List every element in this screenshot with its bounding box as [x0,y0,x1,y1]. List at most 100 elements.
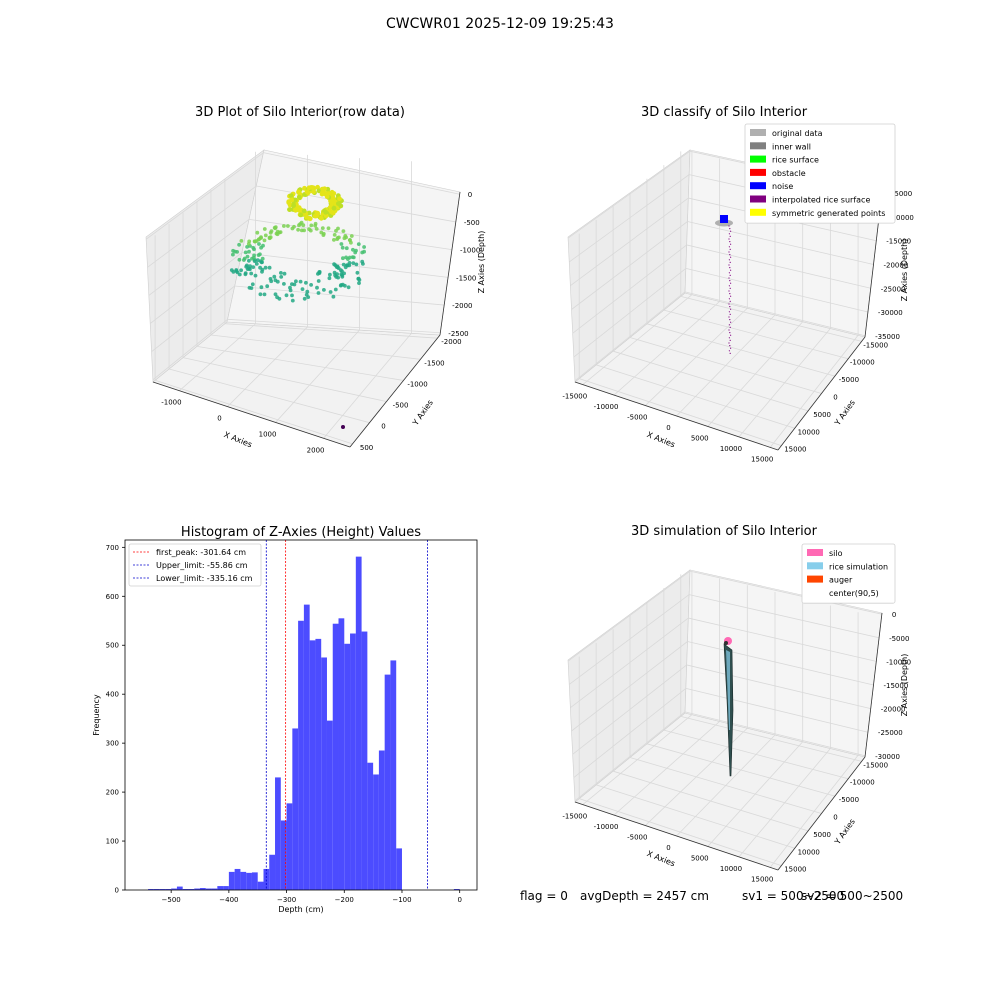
histogram-bar [246,872,252,890]
legend-swatch [750,155,766,163]
z-gridline [568,174,690,263]
interp-point [730,243,732,245]
y-axis-label: Y Axies [832,817,857,847]
interp-point [728,298,730,300]
rice-point [316,291,321,295]
rice-point [333,287,338,292]
rice-point [249,286,254,290]
rice-point [334,228,338,233]
z-gridline [684,711,866,757]
rice-point [251,265,256,269]
rice-simulation-face [726,650,730,730]
z-gridline [571,221,688,310]
x-tick-label: −400 [219,896,238,904]
rice-point [362,245,366,249]
x-tick-label: 0 [666,424,670,432]
rice-point [341,256,345,261]
z-tick-label: 0 [468,191,472,199]
chart-title: 3D simulation of Silo Interior [631,524,818,539]
x-tick-label: −300 [277,896,296,904]
rice-point [355,270,360,275]
interp-point [728,225,730,227]
histogram-bar [361,631,368,890]
rice-point [328,290,333,294]
simulation-legend [801,543,896,604]
rice-point [296,227,300,232]
right-back-pane [226,149,461,336]
rice-point [339,283,343,287]
z-gridline [567,150,691,239]
histogram-bar [217,886,224,890]
rice-point [326,226,331,231]
x-tick-label: 1000 [259,430,277,438]
rice-point [341,229,346,234]
rice-point [247,249,251,254]
y-tick-label: -5000 [839,376,859,384]
z-axis-label: Z Axies (Depth) [900,239,909,302]
rice-point [290,226,295,231]
histogram-bar [298,620,304,890]
rice-point [237,242,242,247]
chart-title: Histogram of Z-Axies (Height) Values [181,525,421,540]
rice-point [348,238,352,242]
rice-point [349,234,354,238]
histogram-bar [200,888,206,890]
histogram-bar [367,762,374,890]
y-gridline [663,309,849,360]
interp-point [729,248,731,250]
sv1-text: sv1 = 500~2500 [742,889,845,903]
rice-point [267,265,272,270]
rice-point [339,242,344,246]
legend-swatch [750,129,766,136]
rice-point [328,272,332,277]
z-gridline [234,285,445,306]
rice-point [300,287,305,291]
rice-point [288,288,293,293]
rice-point [252,239,257,244]
rice-point [354,262,359,267]
interp-point [728,337,730,339]
interp-point [730,256,732,258]
outlier-point [341,425,345,429]
histogram-bar [188,889,195,890]
rice-point [350,255,355,259]
x-gridline [227,326,308,407]
rice-point [274,231,279,236]
x-tick-label: 10000 [720,445,742,453]
x-gridline [275,329,360,423]
histogram-bar [332,623,339,890]
y-tick-label: 500 [360,444,373,452]
rice-point [351,261,356,265]
rice-point [278,230,283,235]
rice-point [282,282,286,286]
z-gridline [686,664,871,709]
rice-point [357,281,361,285]
legend-swatch [807,549,823,556]
rice-point [282,224,286,228]
y-tick-label: -2000 [441,338,461,346]
y-tick-label: 0 [833,814,837,822]
legend-label: Lower_limit: -335.16 cm [156,574,253,583]
x-tick-label: -10000 [594,823,619,831]
rice-point [320,226,325,231]
y-tick-label: 0 [833,394,837,402]
z-gridline [573,268,687,358]
rice-point [344,246,349,251]
rice-point [286,224,290,228]
sv2-text: sv2 = 500~2500 [801,889,904,903]
legend-label: inner wall [772,142,811,151]
z-axis-label: Z Axies (Depth) [900,654,909,717]
legend-label: silo [829,549,843,558]
interp-point [729,306,731,308]
histogram-bar [309,640,316,890]
histogram-bar [384,674,391,890]
y-tick-label: 15000 [784,446,806,454]
rice-point [345,263,349,267]
rice-point [279,275,284,279]
x-tick-label: 0 [666,844,670,852]
z-gridline [148,219,250,296]
z-gridline [574,711,686,802]
rice-point [249,271,254,276]
y-gridline [210,334,421,360]
top-point [292,197,298,203]
